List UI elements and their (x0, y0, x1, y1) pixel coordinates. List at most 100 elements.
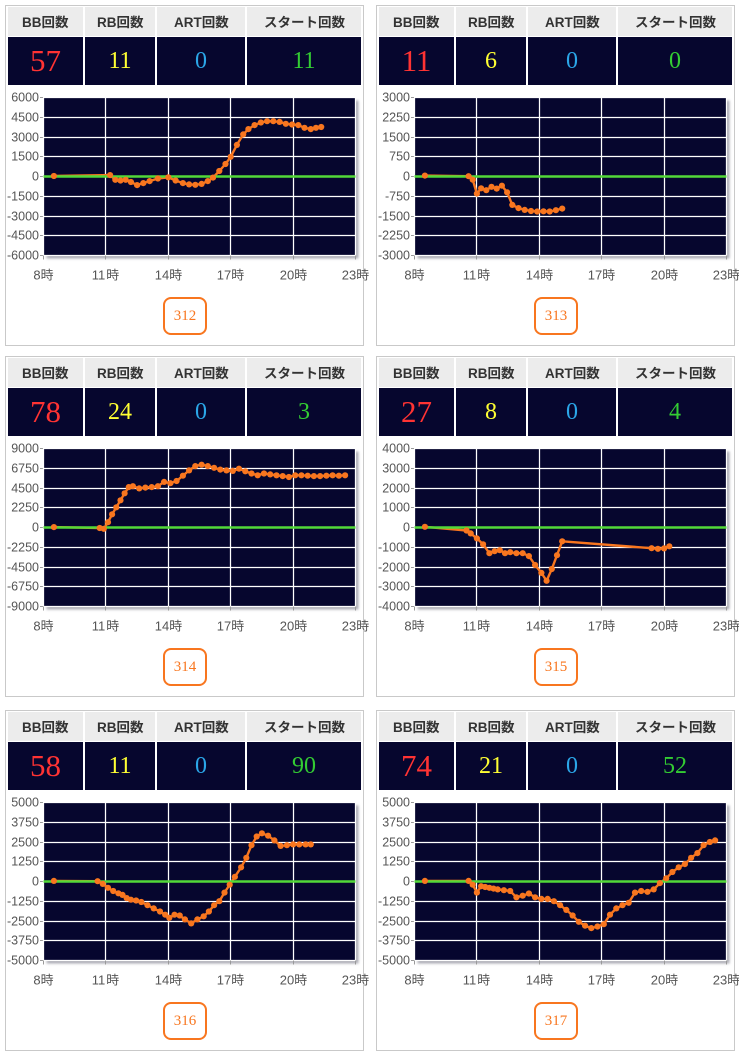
svg-text:3000: 3000 (382, 91, 410, 105)
svg-text:11: 11 (92, 619, 106, 634)
svg-text:14: 14 (526, 973, 540, 988)
svg-text:2250: 2250 (11, 501, 39, 515)
svg-text:11: 11 (463, 268, 477, 283)
svg-text:14: 14 (155, 619, 169, 634)
svg-text:11: 11 (463, 619, 477, 634)
svg-text:ART: ART (545, 719, 573, 734)
svg-text:-4500: -4500 (7, 561, 39, 575)
svg-text:17: 17 (217, 973, 231, 988)
svg-text:-2250: -2250 (378, 229, 410, 243)
svg-text:750: 750 (389, 150, 410, 164)
svg-text:17: 17 (217, 619, 231, 634)
svg-text:-2000: -2000 (378, 561, 410, 575)
svg-text:-1000: -1000 (378, 541, 410, 555)
svg-text:RB: RB (97, 720, 117, 735)
svg-text:ART: ART (174, 14, 202, 29)
svg-text:-4000: -4000 (378, 600, 410, 614)
svg-text:20: 20 (651, 268, 665, 283)
svg-text:-3000: -3000 (378, 580, 410, 594)
svg-text:-2500: -2500 (378, 915, 410, 929)
svg-text:0: 0 (32, 170, 39, 184)
svg-text:6750: 6750 (11, 462, 39, 476)
svg-text:0: 0 (32, 521, 39, 535)
svg-text:BB: BB (393, 366, 413, 381)
svg-text:4500: 4500 (11, 111, 39, 125)
svg-text:-3750: -3750 (7, 934, 39, 948)
svg-text:-4500: -4500 (7, 229, 39, 243)
svg-text:RB: RB (468, 15, 488, 30)
svg-text:-1250: -1250 (7, 895, 39, 909)
svg-text:20: 20 (280, 619, 294, 634)
svg-text:0: 0 (32, 875, 39, 889)
svg-text:-2250: -2250 (7, 541, 39, 555)
svg-text:BB: BB (393, 720, 413, 735)
svg-text:-5000: -5000 (7, 954, 39, 968)
svg-text:20: 20 (651, 619, 665, 634)
svg-text:17: 17 (217, 268, 231, 283)
svg-text:-750: -750 (385, 190, 410, 204)
svg-text:-6000: -6000 (7, 249, 39, 263)
svg-text:3750: 3750 (11, 816, 39, 830)
svg-text:14: 14 (526, 619, 540, 634)
svg-text:RB: RB (97, 366, 117, 381)
svg-text:5000: 5000 (382, 796, 410, 810)
svg-text:1000: 1000 (382, 501, 410, 515)
svg-text:4500: 4500 (11, 482, 39, 496)
svg-text:ART: ART (545, 365, 573, 380)
svg-text:23: 23 (713, 973, 727, 988)
svg-text:RB: RB (468, 366, 488, 381)
svg-text:BB: BB (393, 15, 413, 30)
svg-text:1500: 1500 (11, 150, 39, 164)
svg-text:-3000: -3000 (378, 249, 410, 263)
svg-text:1500: 1500 (382, 131, 410, 145)
svg-text:17: 17 (588, 973, 602, 988)
svg-text:9000: 9000 (11, 442, 39, 456)
svg-text:20: 20 (651, 973, 665, 988)
svg-text:6000: 6000 (11, 91, 39, 105)
svg-text:BB: BB (22, 15, 42, 30)
svg-text:8: 8 (404, 973, 411, 988)
svg-text:BB: BB (22, 366, 42, 381)
svg-text:23: 23 (342, 268, 356, 283)
svg-text:-1500: -1500 (7, 190, 39, 204)
svg-text:5000: 5000 (11, 796, 39, 810)
svg-text:8: 8 (33, 973, 40, 988)
svg-text:3750: 3750 (382, 816, 410, 830)
svg-text:8: 8 (33, 619, 40, 634)
svg-text:-3000: -3000 (7, 210, 39, 224)
svg-text:-9000: -9000 (7, 600, 39, 614)
svg-text:20: 20 (280, 268, 294, 283)
svg-text:11: 11 (92, 973, 106, 988)
svg-text:23: 23 (713, 268, 727, 283)
svg-text:23: 23 (342, 973, 356, 988)
svg-text:14: 14 (155, 268, 169, 283)
svg-text:2500: 2500 (382, 836, 410, 850)
svg-text:1250: 1250 (11, 855, 39, 869)
svg-text:8: 8 (33, 268, 40, 283)
svg-text:17: 17 (588, 619, 602, 634)
svg-text:BB: BB (22, 720, 42, 735)
svg-text:ART: ART (174, 719, 202, 734)
svg-text:RB: RB (97, 15, 117, 30)
svg-text:-1500: -1500 (378, 210, 410, 224)
svg-text:0: 0 (403, 875, 410, 889)
svg-text:23: 23 (342, 619, 356, 634)
svg-text:8: 8 (404, 268, 411, 283)
svg-text:ART: ART (545, 14, 573, 29)
svg-text:0: 0 (403, 521, 410, 535)
svg-text:3000: 3000 (11, 131, 39, 145)
svg-text:14: 14 (155, 973, 169, 988)
svg-text:8: 8 (404, 619, 411, 634)
svg-text:ART: ART (174, 365, 202, 380)
svg-text:11: 11 (463, 973, 477, 988)
svg-text:3000: 3000 (382, 462, 410, 476)
svg-text:RB: RB (468, 720, 488, 735)
svg-text:-2500: -2500 (7, 915, 39, 929)
svg-text:-6750: -6750 (7, 580, 39, 594)
svg-text:23: 23 (713, 619, 727, 634)
svg-text:11: 11 (92, 268, 106, 283)
svg-text:14: 14 (526, 268, 540, 283)
svg-text:4000: 4000 (382, 442, 410, 456)
svg-text:-3750: -3750 (378, 934, 410, 948)
svg-text:1250: 1250 (382, 855, 410, 869)
